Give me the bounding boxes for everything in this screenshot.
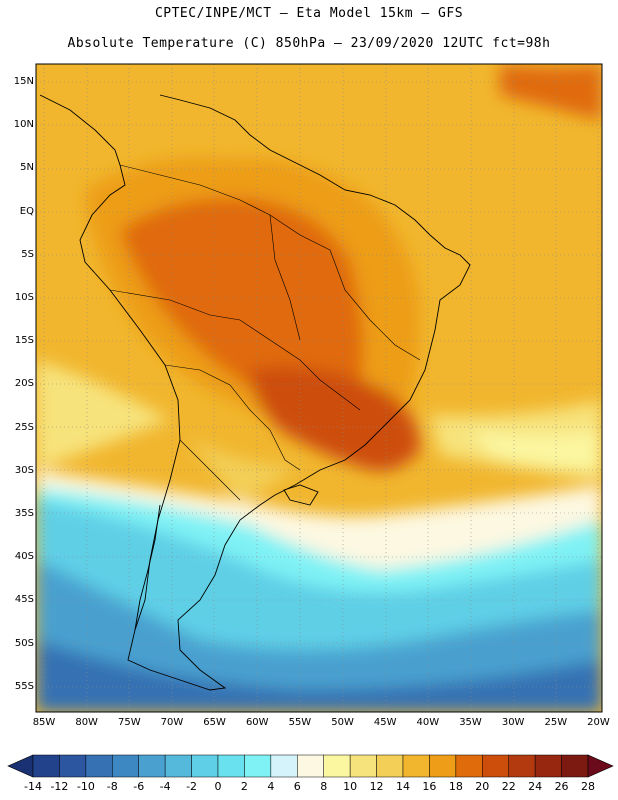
colorbar-swatch	[376, 754, 404, 778]
colorbar-swatch	[508, 754, 536, 778]
colorbar-swatch	[85, 754, 113, 778]
lat-label: 15S	[14, 335, 34, 347]
colorbar-label: -4	[159, 780, 171, 793]
lon-label: 35W	[459, 717, 482, 728]
colorbar-label: 24	[528, 780, 543, 793]
lat-label: 25S	[14, 421, 34, 433]
colorbar-swatch	[297, 754, 324, 778]
temperature-field	[36, 64, 602, 712]
lon-label: 85W	[32, 717, 56, 728]
colorbar-label: 20	[475, 780, 490, 793]
colorbar-label: 12	[369, 780, 384, 793]
lon-label: 65W	[203, 717, 226, 728]
lat-label: 35S	[14, 508, 34, 519]
lon-label: 20W	[587, 717, 610, 728]
colorbar-swatch	[32, 754, 60, 778]
lat-label: 5S	[21, 248, 34, 260]
colorbar-label: 10	[343, 780, 358, 793]
lat-label: EQ	[19, 205, 34, 217]
lon-label: 80W	[75, 717, 98, 728]
lon-label: 70W	[160, 717, 184, 728]
colorbar-swatch	[561, 754, 589, 778]
colorbar-label: -8	[106, 780, 118, 793]
colorbar-label: 18	[448, 780, 463, 793]
colorbar-swatch	[349, 754, 377, 778]
colorbar-swatch	[59, 754, 87, 778]
colorbar-label: -6	[133, 780, 145, 793]
lat-label: 30S	[14, 464, 34, 476]
colorbar-label: 26	[554, 780, 569, 793]
colorbar-label: -14	[24, 780, 42, 793]
lat-label: 10S	[14, 292, 34, 303]
lon-label: 30W	[501, 717, 525, 728]
title-line-2: Absolute Temperature (C) 850hPa – 23/09/…	[67, 36, 551, 51]
colorbar-swatch	[112, 754, 139, 778]
colorbar-swatch	[244, 754, 272, 778]
lat-label: 40S	[14, 551, 34, 563]
colorbar-swatch	[164, 754, 192, 778]
colorbar-swatch	[138, 754, 166, 778]
lon-label: 50W	[331, 717, 354, 728]
coastline	[39, 94, 471, 691]
colorbar-swatch	[191, 754, 219, 778]
colorbar-label: 16	[422, 780, 437, 793]
lat-label: 5N	[20, 162, 34, 174]
colorbar-over-arrow	[587, 754, 614, 778]
lon-label: 75W	[117, 717, 141, 728]
colorbar-under-arrow	[7, 754, 34, 778]
colorbar-label: 4	[267, 780, 275, 793]
colorbar-label: -12	[50, 780, 69, 793]
lat-label: 55S	[14, 680, 34, 692]
lat-label: 50S	[14, 637, 34, 649]
lat-label: 10N	[13, 119, 34, 131]
title-line-1: CPTEC/INPE/MCT – Eta Model 15km – GFS	[154, 6, 464, 21]
colorbar-swatch	[455, 754, 483, 778]
colorbar-label: 14	[396, 780, 410, 793]
lon-label: 40W	[416, 717, 440, 728]
colorbar-label: 22	[501, 780, 516, 793]
map-frame	[35, 63, 603, 713]
lat-label: 45S	[14, 594, 34, 606]
colorbar-swatch	[429, 754, 457, 778]
colorbar-label: -2	[186, 780, 198, 793]
colorbar-swatch	[482, 754, 509, 778]
colorbar-label: 28	[581, 780, 595, 793]
colorbar-swatch	[217, 754, 245, 778]
colorbar-label: 8	[320, 780, 328, 793]
colorbar-swatch	[534, 754, 562, 778]
colorbar-label: -10	[76, 780, 95, 793]
colorbar-label: 2	[240, 780, 248, 793]
graticule	[36, 64, 602, 712]
lat-label: 20S	[14, 378, 34, 390]
lon-label: 25W	[544, 717, 568, 728]
colorbar-swatch	[402, 754, 430, 778]
colorbar-swatch	[270, 754, 298, 778]
country-borders	[109, 164, 421, 501]
lon-label: 60W	[245, 717, 269, 728]
colorbar-label: 0	[214, 780, 222, 793]
colorbar-label: 6	[293, 780, 301, 793]
lon-label: 55W	[288, 717, 312, 728]
colorbar	[7, 754, 614, 778]
lon-label: 45W	[373, 717, 397, 728]
colorbar-swatch	[323, 754, 351, 778]
lat-label: 15N	[13, 76, 34, 87]
